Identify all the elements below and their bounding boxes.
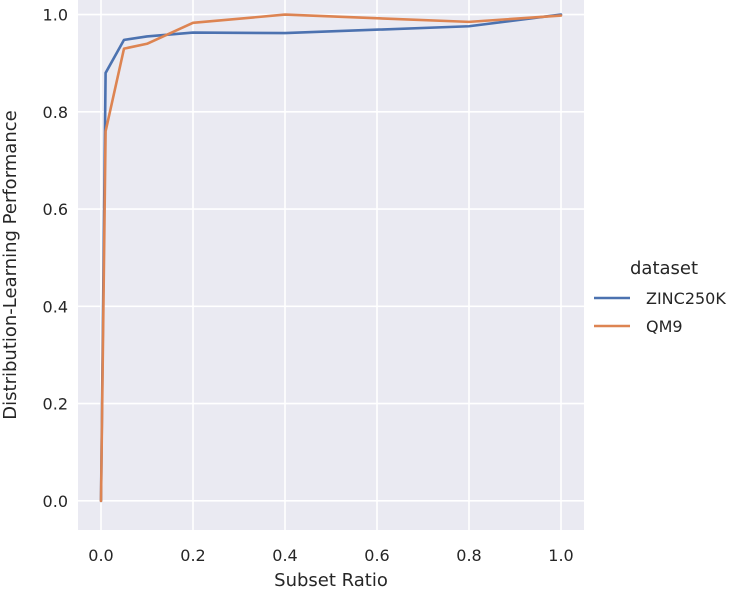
- y-axis-label: Distribution-Learning Performance: [0, 110, 21, 419]
- y-tick-label: 0.8: [43, 103, 68, 122]
- x-axis-label: Subset Ratio: [274, 570, 388, 591]
- series-line-qm9: [99, 13, 563, 503]
- series-lines: [99, 13, 563, 503]
- y-tick-label: 1.0: [43, 6, 68, 25]
- x-tick-label: 0.4: [272, 546, 297, 565]
- legend-label: QM9: [646, 317, 683, 336]
- legend-label: ZINC250K: [646, 289, 726, 308]
- x-tick-label: 0.8: [456, 546, 481, 565]
- y-tick-label: 0.6: [43, 200, 68, 219]
- x-tick-label: 0.6: [364, 546, 389, 565]
- y-tick-label: 0.4: [43, 297, 68, 316]
- x-tick-labels: 0.0 0.2 0.4 0.6 0.8 1.0: [88, 546, 573, 565]
- y-tick-labels: 0.0 0.2 0.4 0.6 0.8 1.0: [43, 6, 68, 511]
- y-tick-label: 0.0: [43, 492, 68, 511]
- x-tick-label: 0.2: [180, 546, 205, 565]
- x-tick-label: 0.0: [88, 546, 113, 565]
- plot-area: [78, 0, 584, 530]
- legend-title: dataset: [630, 258, 698, 279]
- grid-lines: [78, 0, 584, 530]
- x-tick-label: 1.0: [548, 546, 573, 565]
- y-tick-label: 0.2: [43, 395, 68, 414]
- legend: dataset ZINC250K QM9: [594, 258, 726, 336]
